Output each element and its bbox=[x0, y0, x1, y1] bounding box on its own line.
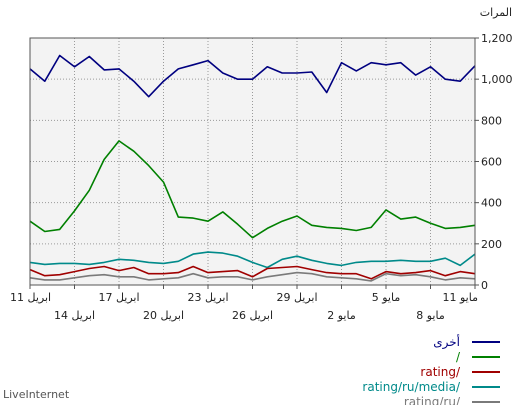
x-tick-label: 11 ابريل bbox=[10, 291, 51, 304]
y-tick-label: 0 bbox=[481, 279, 488, 292]
x-tick-label: 23 ابريل bbox=[187, 291, 228, 304]
x-tick-label: 29 ابريل bbox=[276, 291, 317, 304]
x-tick-label: 20 ابريل bbox=[143, 309, 184, 322]
series-line bbox=[29, 271, 476, 282]
x-tick-label: 17 ابريل bbox=[98, 291, 139, 304]
y-tick-label: 600 bbox=[481, 156, 502, 169]
y-tick-label: 800 bbox=[481, 114, 502, 127]
series-line bbox=[29, 251, 476, 269]
y-tick-label: 400 bbox=[481, 197, 502, 210]
legend-label: rating/ru/media/ bbox=[362, 380, 461, 394]
x-tick-label: 8 مايو bbox=[416, 309, 445, 322]
x-tick-label: 5 مايو bbox=[372, 291, 401, 304]
legend-label: rating/ bbox=[420, 365, 461, 379]
series-line bbox=[29, 265, 476, 280]
x-axis-ticks: 11 مايو 5 مايو 29 ابريل 23 ابريل 17 ابريل 11 … bbox=[10, 285, 478, 322]
y-tick-label: 1,200 bbox=[481, 32, 513, 45]
x-tick-label: 11 مايو bbox=[443, 291, 479, 304]
series-lines bbox=[29, 54, 476, 282]
legend-label: rating/ru/ bbox=[404, 395, 461, 405]
y-tick-label: 200 bbox=[481, 238, 502, 251]
x-tick-label: 2 مايو bbox=[327, 309, 356, 322]
x-tick-label: 26 ابريل bbox=[232, 309, 273, 322]
legend: أخرى/rating/rating/ru/media/rating/ru/ bbox=[362, 334, 500, 405]
x-tick-label: 14 ابريل bbox=[54, 309, 95, 322]
series-line bbox=[29, 140, 476, 239]
legend-label: أخرى bbox=[433, 334, 460, 350]
y-axis-label: المرات bbox=[480, 6, 512, 19]
series-line bbox=[29, 54, 476, 98]
y-tick-label: 1,000 bbox=[481, 73, 513, 86]
liveinternet-brand: LiveInternet bbox=[3, 388, 70, 401]
y-axis-ticks: 0 200 400 600 800 1,000 1,200 bbox=[475, 32, 513, 292]
legend-label: / bbox=[456, 350, 461, 364]
